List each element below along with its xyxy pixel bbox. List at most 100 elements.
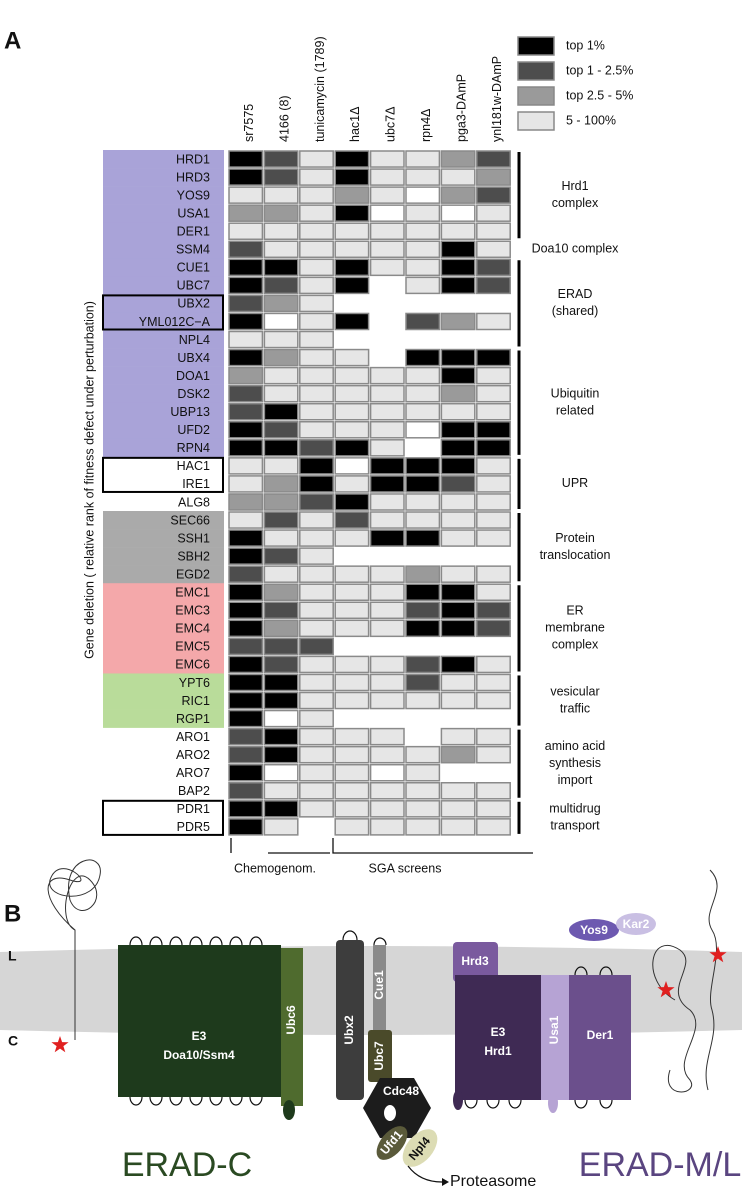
heat-cell (228, 168, 264, 186)
usa1 (541, 975, 569, 1100)
anchor (453, 1090, 463, 1110)
heat-cell (299, 673, 334, 692)
heat-cell (369, 583, 405, 602)
column-label: rpn4Δ (419, 109, 433, 142)
heat-cell (405, 421, 441, 439)
heat-cell (228, 727, 264, 746)
heat-cell (263, 366, 299, 385)
row-highlight (103, 673, 224, 692)
heat-cell (476, 312, 511, 331)
heat-cell (299, 330, 334, 349)
heat-cell (299, 763, 334, 782)
heat-cell (228, 421, 264, 439)
heat-cell (263, 601, 299, 620)
heat-cell (334, 745, 370, 764)
heat-cell (263, 222, 299, 240)
row-highlight (103, 384, 224, 403)
heat-cell (334, 402, 370, 421)
heat-cell (263, 800, 299, 818)
label: Hrd3 (461, 954, 489, 968)
section-label: transport (550, 819, 600, 833)
loops (464, 966, 613, 1109)
row-highlight (103, 276, 224, 295)
heat-cell (228, 493, 264, 511)
heat-cell (228, 529, 264, 547)
heat-cell (476, 204, 511, 222)
heat-cell (476, 800, 511, 818)
heat-cell (299, 439, 334, 457)
heat-cell (228, 709, 264, 728)
column-label: hac1Δ (348, 107, 362, 142)
row-highlight (103, 565, 224, 584)
row-group-box (102, 456, 224, 493)
heat-cell (440, 493, 476, 511)
heat-cell (440, 168, 476, 186)
heat-cell (299, 348, 334, 367)
heat-cell (299, 709, 334, 728)
heat-cell (476, 222, 511, 240)
label: Yos9 (580, 923, 608, 937)
heat-cell (369, 457, 405, 475)
heat-cell (369, 673, 405, 692)
heat-cell (405, 493, 441, 511)
column-label: ubc7Δ (384, 107, 398, 142)
heat-cell (334, 493, 370, 511)
row-highlight (103, 222, 224, 241)
heat-cell (476, 782, 511, 800)
heat-cell (440, 475, 476, 493)
heat-cell (369, 421, 405, 439)
heat-cell (334, 655, 370, 674)
heat-cell (440, 800, 476, 818)
heat-cell (334, 511, 370, 529)
panel-label: A (4, 27, 21, 54)
heat-cell (440, 222, 476, 240)
heat-cell (228, 402, 264, 421)
section-label: UPR (562, 476, 588, 490)
heat-cell (334, 619, 370, 638)
heat-cell (299, 800, 334, 818)
heat-cell (228, 673, 264, 692)
heat-cell (476, 402, 511, 421)
heat-cell (440, 583, 476, 602)
heat-cell (476, 168, 511, 186)
heat-cell (299, 637, 334, 656)
heat-cell (228, 475, 264, 493)
heat-cell (334, 150, 370, 168)
heat-cell (440, 204, 476, 222)
loops (129, 936, 263, 1106)
gene-label: ARO2 (176, 748, 210, 762)
heat-cell (334, 673, 370, 692)
yos9 (569, 919, 619, 941)
heat-cell (440, 565, 476, 583)
heat-cell (440, 150, 476, 168)
heat-cell (263, 818, 299, 836)
heat-cell (299, 186, 334, 204)
section-label: ERAD (558, 287, 593, 301)
heat-cell (228, 186, 264, 204)
heat-cell (334, 691, 370, 710)
heat-cell (263, 421, 299, 439)
heat-cell (263, 186, 299, 204)
pore (384, 1105, 396, 1121)
heat-cell (228, 366, 264, 385)
heat-cell (263, 565, 299, 583)
row-highlight (103, 402, 224, 422)
diagram: L C E3 Doa10/Ssm4 Ubc6 Ubx2 Cue1 Ubc7 (0, 859, 742, 1190)
heat-cell (369, 655, 405, 674)
anchor (548, 1093, 558, 1113)
row-highlight (103, 709, 224, 728)
heat-cell (440, 276, 476, 295)
heat-cell (405, 583, 441, 602)
heat-cell (263, 276, 299, 295)
heat-cell (405, 366, 441, 385)
heat-cell (440, 348, 476, 367)
row-highlight (103, 204, 224, 223)
heat-cell (476, 150, 511, 168)
heat-cell (299, 547, 334, 565)
heat-cell (334, 529, 370, 547)
section-label: Hrd1 (561, 179, 588, 193)
gene-label: UBC7 (177, 279, 210, 293)
gene-label: HAC1 (177, 459, 210, 473)
heat-cell (228, 258, 264, 277)
heat-cell (299, 691, 334, 710)
